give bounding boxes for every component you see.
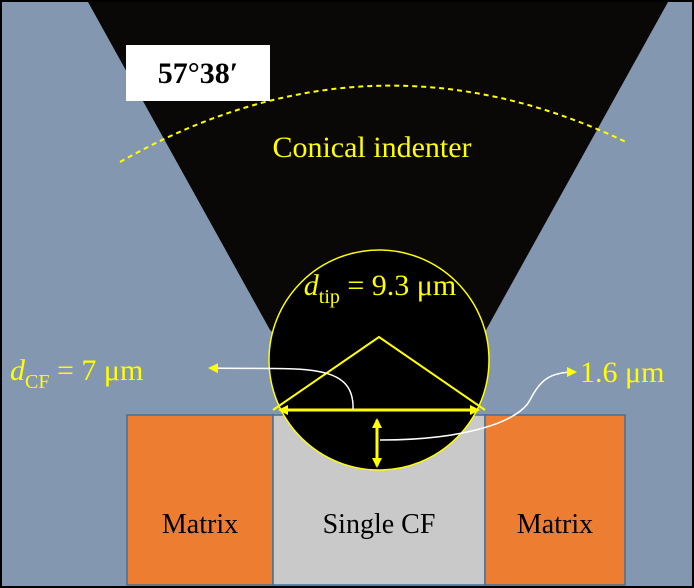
block-label: Single CF [323, 509, 436, 540]
cone [88, 2, 668, 420]
angle-label: 57°38′ [158, 57, 238, 90]
depth-pointer [379, 367, 577, 441]
indenter-label: Conical indenter [272, 131, 471, 164]
angle-arc [119, 84, 627, 163]
tip-label: dtip = 9.3 μm [304, 269, 456, 308]
angle-box [126, 45, 270, 101]
depth-label: 1.6 μm [580, 356, 664, 389]
block-label: Matrix [517, 509, 593, 540]
fiber-pointer [208, 363, 354, 411]
block-label: Matrix [162, 509, 238, 540]
triangle [272, 335, 486, 411]
matrix-right [484, 414, 626, 586]
fiber-label: dCF = 7 μm [10, 354, 143, 393]
matrix-left [126, 414, 274, 586]
tip-circle [268, 249, 490, 471]
